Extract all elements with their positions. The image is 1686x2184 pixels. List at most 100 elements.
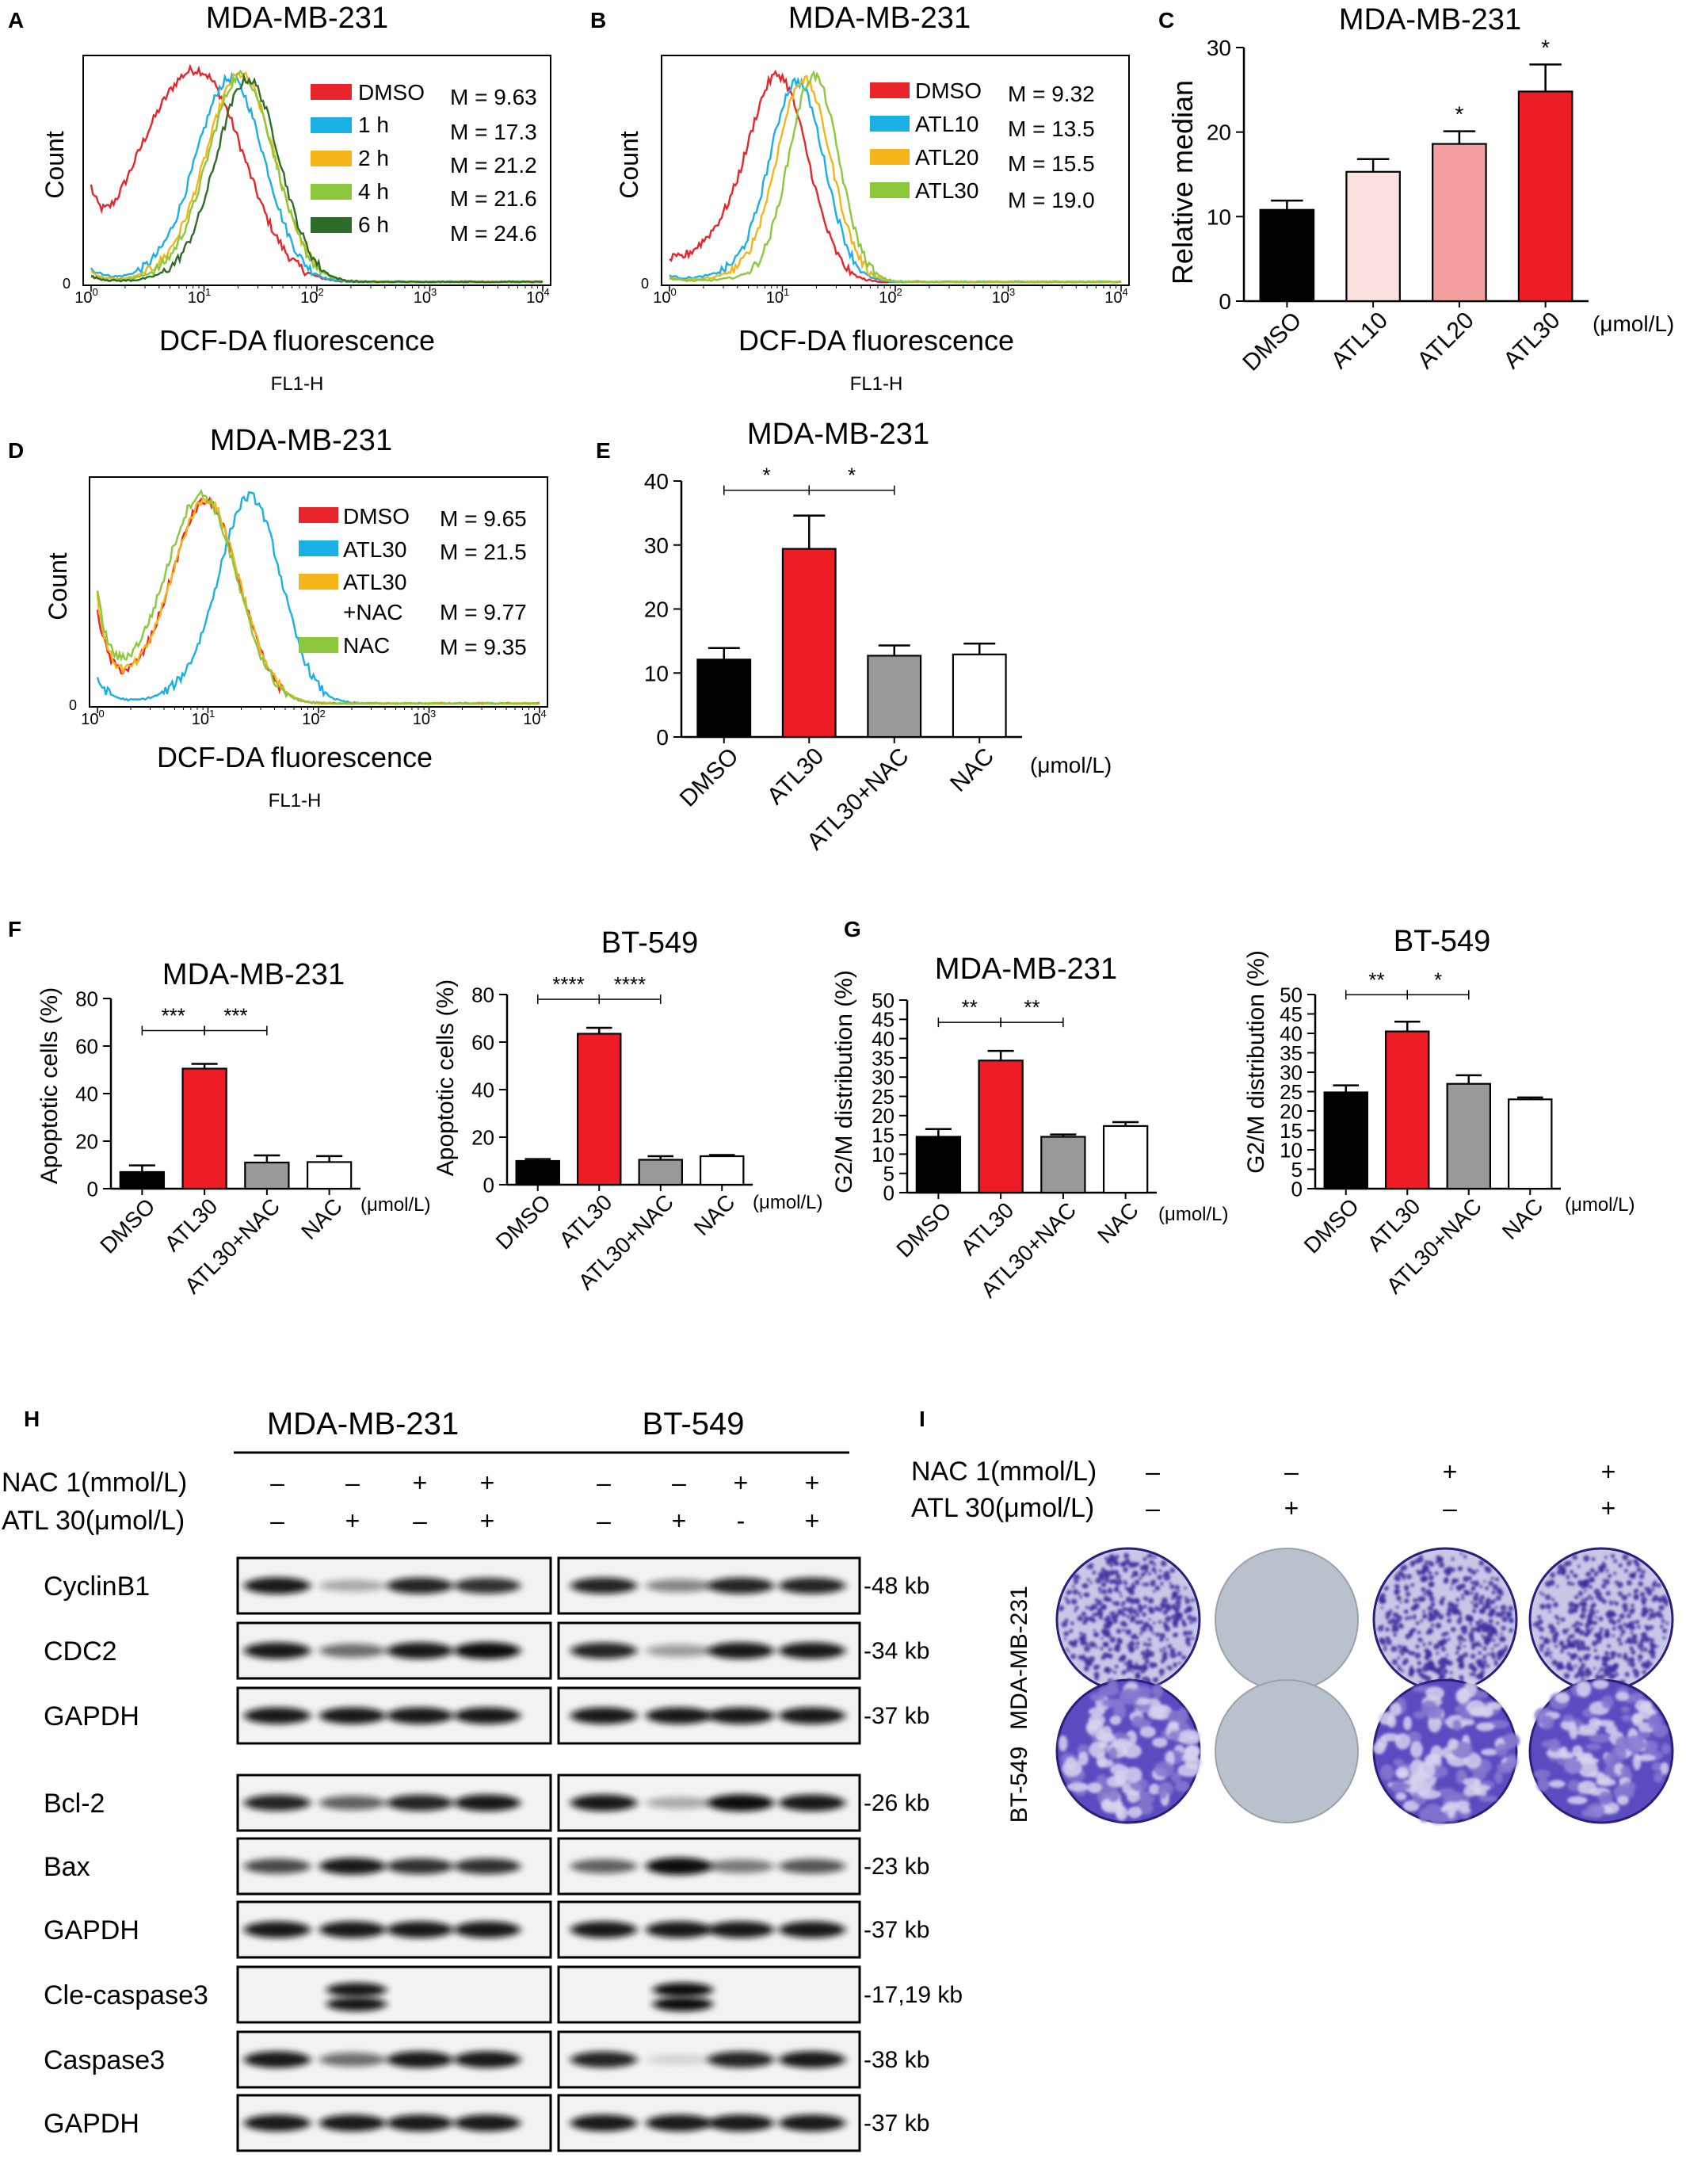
colony-spot — [1428, 1613, 1432, 1617]
colony-spot — [1631, 1637, 1636, 1641]
colony-spot — [1581, 1670, 1586, 1677]
significance-label: **** — [614, 972, 646, 996]
panel-letter-a: A — [8, 8, 24, 32]
colony-spot — [1096, 1774, 1108, 1785]
colony-spot — [1493, 1659, 1497, 1663]
colony-spot — [1123, 1662, 1127, 1666]
colony-spot — [1493, 1770, 1503, 1785]
colony-spot — [1631, 1603, 1635, 1608]
panel-b-xlabel: DCF-DA fluorescence — [738, 324, 1014, 357]
bar-atl30-nac — [1040, 1136, 1086, 1194]
y-tick-label: 60 — [471, 1030, 494, 1054]
colony-spot — [1654, 1580, 1657, 1583]
colony-spot — [1440, 1657, 1445, 1663]
wb-band — [454, 1921, 521, 1938]
wb-band — [244, 2051, 311, 2068]
colony-spot — [1422, 1614, 1427, 1619]
colony-spot — [1576, 1644, 1581, 1649]
colony-spot — [1624, 1640, 1627, 1644]
wb-band — [244, 1642, 311, 1659]
colony-spot — [1162, 1647, 1166, 1651]
colony-spot — [1539, 1591, 1543, 1594]
wb-cell-line-mda: MDA-MB-231 — [267, 1407, 459, 1441]
colony-spot — [1495, 1743, 1509, 1757]
panel-e-title: MDA-MB-231 — [747, 418, 929, 451]
y-tick-label: 0 — [883, 1181, 894, 1205]
y-tick-label: 30 — [1280, 1060, 1303, 1084]
colony-spot — [1493, 1644, 1497, 1648]
legend-stat-dmso-b: M = 9.32 — [1008, 82, 1095, 106]
colony-spot — [1436, 1667, 1444, 1673]
colony-spot — [1632, 1712, 1643, 1724]
colony-spot — [1096, 1599, 1103, 1606]
colony-spot — [1430, 1602, 1436, 1607]
colony-spot — [1575, 1626, 1581, 1632]
bar-dmso — [1323, 1091, 1368, 1190]
colony-spot — [1567, 1628, 1570, 1631]
y-tick-label: 20 — [471, 1125, 494, 1149]
colony-spot — [1116, 1637, 1122, 1643]
colony-spot — [1582, 1602, 1587, 1606]
colony-spot — [1162, 1597, 1168, 1604]
colony-spot — [1470, 1653, 1476, 1659]
x-tick-label: 100 — [81, 708, 104, 728]
colony-spot — [1142, 1642, 1147, 1647]
colony-spot — [1455, 1598, 1460, 1602]
colony-spot — [1153, 1590, 1156, 1593]
colony-spot — [1084, 1667, 1088, 1671]
colony-spot — [1589, 1614, 1593, 1618]
colony-spot — [1644, 1664, 1650, 1670]
colony-spot — [1430, 1623, 1435, 1628]
colony-spot — [1605, 1590, 1611, 1596]
colony-spot — [1553, 1659, 1557, 1663]
colony-spot — [1425, 1560, 1429, 1565]
colony-spot — [1138, 1609, 1142, 1613]
colony-spot — [1116, 1579, 1123, 1586]
colony-spot — [1396, 1595, 1402, 1601]
legend-swatch-6h — [311, 217, 352, 233]
colony-spot — [1552, 1602, 1558, 1608]
wb-band — [646, 1707, 712, 1724]
colony-spot — [1389, 1702, 1402, 1716]
legend-label-nac-d: NAC — [343, 633, 390, 658]
colony-spot — [1508, 1617, 1514, 1623]
colony-spot — [1550, 1655, 1553, 1659]
colony-spot — [1063, 1631, 1069, 1636]
colony-spot — [1116, 1589, 1120, 1593]
colony-spot — [1429, 1581, 1435, 1587]
colony-plate — [1372, 1678, 1520, 1825]
legend-stat-1h: M = 17.3 — [450, 120, 537, 144]
bar-atl30 — [1517, 90, 1573, 303]
colony-spot — [1072, 1585, 1075, 1588]
y-tick-label: 25 — [1280, 1080, 1303, 1104]
colony-spot — [1635, 1620, 1640, 1625]
colony-spot — [1646, 1590, 1653, 1596]
colony-spot — [1656, 1583, 1661, 1588]
legend-stat-dmso-d: M = 9.65 — [440, 506, 527, 531]
colony-spot — [1457, 1635, 1464, 1641]
colony-spot — [1135, 1636, 1139, 1640]
colony-spot — [1105, 1615, 1111, 1621]
colony-spot — [1418, 1808, 1430, 1823]
colony-spot — [1429, 1812, 1448, 1825]
panel-b-legend: DMSO M = 9.32 ATL10 M = 13.5 ATL20 M = 1… — [870, 78, 1095, 212]
colony-spot — [1593, 1648, 1596, 1651]
colony-spot — [1392, 1612, 1398, 1618]
colony-spot — [1440, 1673, 1446, 1680]
colony-spot — [1449, 1670, 1453, 1674]
colony-atl-sign: + — [1601, 1494, 1616, 1522]
colony-spot — [1385, 1627, 1390, 1632]
colony-spot — [1431, 1614, 1437, 1621]
wb-band — [570, 1642, 637, 1659]
y-tick-label: 20 — [75, 1129, 98, 1153]
wb-band — [454, 1858, 521, 1874]
colony-spot — [1602, 1579, 1605, 1583]
colony-nac-sign: – — [1146, 1457, 1160, 1486]
colony-spot — [1503, 1732, 1520, 1747]
colony-spot — [1654, 1613, 1657, 1616]
colony-spot — [1093, 1632, 1100, 1638]
colony-spot — [1123, 1552, 1130, 1559]
colony-spot — [1162, 1651, 1168, 1657]
colony-spot — [1113, 1670, 1117, 1674]
colony-spot — [1567, 1796, 1588, 1804]
